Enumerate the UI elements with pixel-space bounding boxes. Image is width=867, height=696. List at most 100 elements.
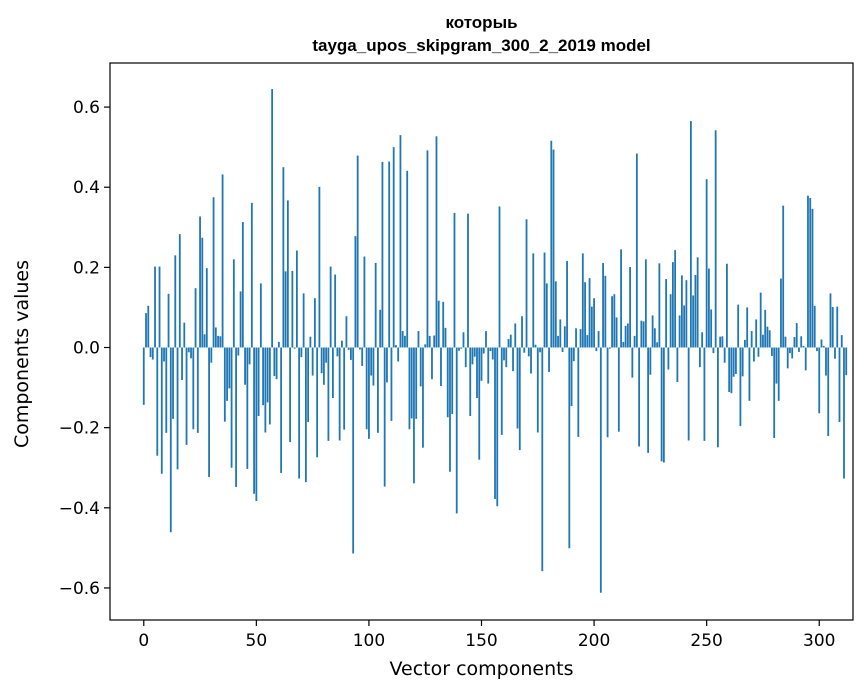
- bar-276: [764, 309, 767, 348]
- bar-63: [284, 271, 287, 348]
- bar-218: [633, 335, 636, 348]
- bar-170: [525, 219, 528, 348]
- x-tick-label: 100: [353, 631, 385, 651]
- bar-83: [329, 266, 332, 348]
- bar-312: [845, 347, 848, 376]
- bar-120: [413, 347, 415, 484]
- bar-252: [710, 309, 713, 348]
- bar-90: [345, 316, 348, 348]
- bar-97: [361, 347, 364, 366]
- bar-113: [397, 347, 400, 362]
- bar-51: [257, 347, 260, 417]
- bar-41: [235, 347, 237, 487]
- bar-7: [158, 266, 161, 348]
- bar-153: [487, 347, 490, 384]
- bar-84: [332, 347, 334, 398]
- bar-21: [190, 347, 192, 359]
- bar-99: [365, 347, 368, 430]
- bar-241: [685, 280, 688, 348]
- bar-165: [514, 323, 517, 348]
- bar-205: [604, 275, 607, 348]
- bar-290: [795, 323, 798, 348]
- bar-111: [392, 147, 395, 348]
- bar-171: [527, 347, 530, 357]
- bar-10: [165, 347, 168, 433]
- bar-160: [503, 347, 505, 361]
- bar-250: [705, 179, 708, 348]
- bar-235: [671, 262, 674, 348]
- bar-214: [624, 325, 627, 348]
- bar-117: [406, 170, 409, 348]
- bar-296: [809, 198, 812, 348]
- bar-73: [307, 347, 310, 423]
- y-tick-label: 0.4: [73, 178, 100, 198]
- bar-285: [784, 336, 787, 348]
- bar-93: [352, 347, 355, 554]
- bar-213: [622, 341, 625, 348]
- y-tick-label: 0.6: [73, 98, 100, 118]
- bar-16: [178, 234, 181, 348]
- bar-184: [557, 335, 559, 348]
- plot-frame: [109, 62, 854, 621]
- bar-23: [194, 288, 197, 348]
- bar-126: [426, 150, 429, 348]
- bar-193: [577, 347, 580, 437]
- bar-46: [246, 347, 249, 469]
- bar-135: [446, 347, 449, 418]
- bar-261: [730, 347, 733, 394]
- bar-123: [419, 347, 422, 387]
- x-tick-label: 50: [246, 631, 268, 651]
- bar-185: [559, 319, 562, 348]
- bar-186: [561, 347, 564, 352]
- bar-94: [354, 236, 357, 348]
- x-axis-label: Vector components: [389, 658, 574, 680]
- bar-38: [228, 347, 231, 389]
- bar-81: [325, 347, 328, 363]
- x-tick-label: 0: [138, 631, 149, 651]
- bar-92: [350, 347, 352, 360]
- bar-36: [223, 347, 226, 422]
- bar-29: [208, 347, 210, 477]
- bar-245: [694, 274, 697, 348]
- bar-61: [280, 347, 283, 473]
- bar-212: [620, 249, 622, 348]
- bar-53: [262, 347, 264, 406]
- bar-108: [386, 347, 388, 383]
- bar-98: [363, 256, 366, 348]
- bar-190: [570, 347, 573, 407]
- bar-148: [476, 347, 478, 398]
- bar-217: [631, 347, 634, 378]
- bar-152: [485, 331, 487, 348]
- bar-109: [388, 161, 391, 348]
- bar-33: [217, 335, 219, 348]
- bar-272: [755, 319, 758, 348]
- bar-154: [489, 347, 492, 352]
- bar-219: [635, 153, 638, 348]
- bar-56: [268, 347, 271, 425]
- bar-275: [762, 334, 764, 348]
- bar-263: [735, 347, 737, 374]
- bar-22: [192, 347, 195, 430]
- bar-124: [422, 347, 424, 448]
- bar-200: [593, 298, 595, 348]
- bar-144: [467, 213, 469, 348]
- bar-89: [343, 347, 346, 430]
- bar-172: [530, 347, 532, 374]
- bar-304: [827, 347, 830, 437]
- bar-215: [626, 323, 629, 348]
- bar-27: [203, 334, 206, 348]
- bar-40: [232, 259, 235, 348]
- y-tick-label: 0.2: [73, 258, 100, 278]
- bar-74: [309, 336, 312, 348]
- bar-255: [717, 347, 719, 448]
- bar-168: [521, 316, 523, 348]
- bar-181: [550, 140, 553, 348]
- bar-271: [753, 347, 755, 362]
- bar-60: [277, 341, 280, 348]
- bar-248: [701, 332, 704, 348]
- bar-17: [181, 347, 183, 380]
- bar-102: [372, 347, 375, 386]
- bar-110: [390, 347, 393, 421]
- bar-96: [359, 347, 361, 350]
- bar-311: [843, 347, 845, 479]
